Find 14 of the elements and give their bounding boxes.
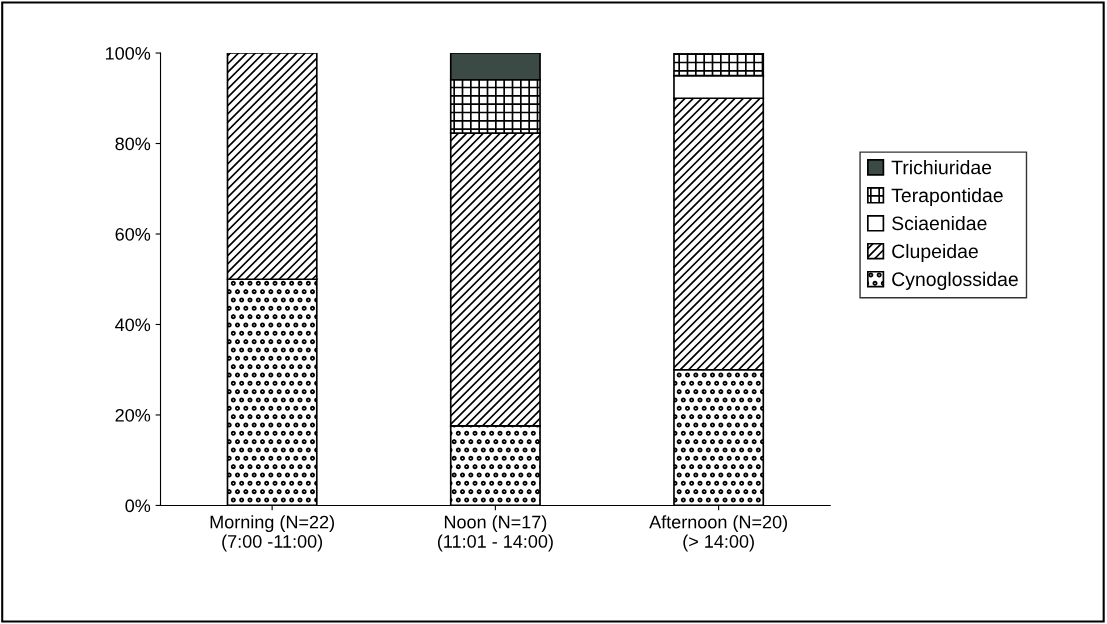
y-tick-label: 80% [115,137,151,151]
y-tick-label: 20% [115,408,151,422]
y-tick-label: 100% [105,46,151,60]
legend-label: Cynoglossidae [892,271,1018,290]
y-tick-label: 0% [125,499,151,513]
legend-label: Terapontidae [891,187,1003,207]
legend-label: Sciaenidae [892,215,987,231]
y-tick-label: 40% [115,318,151,332]
legend-label: Trichiuridae [891,160,992,175]
x-tick-label: Noon (N=17) (11:01 - 14:00) [437,515,553,552]
x-tick-label: Afternoon (N=20) (> 14:00) [649,515,788,552]
y-tick-label: 60% [115,227,151,241]
legend-label: Clupeidae [892,243,978,263]
x-tick-label: Morning (N=22) (7:00 -11:00) [210,515,334,552]
